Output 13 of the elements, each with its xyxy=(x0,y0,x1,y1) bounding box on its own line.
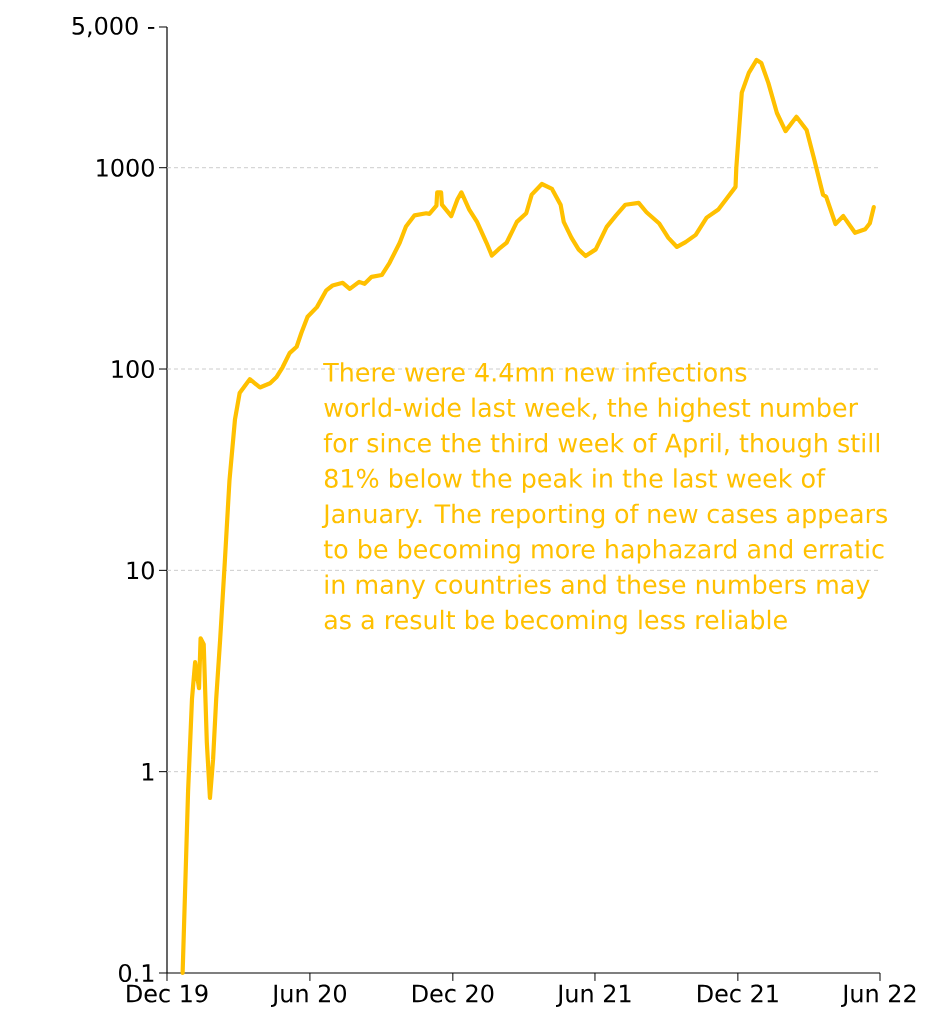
annotation: There were 4.4mn new infections world-wide last week, the highest number for since the third week of April, though still 81% below the peak in the last week of January. The reporting of new cases appears to be becoming more haphazard and erratic in many countries and these numbers may as a result be becoming less reliable xyxy=(321,362,888,635)
x-tick-label: Dec 20 xyxy=(413,984,494,1003)
y-tick-label: 1 xyxy=(142,762,154,781)
x-tick-label: Jun 22 xyxy=(841,984,916,1007)
y-tick-label: 10 xyxy=(127,561,154,580)
x-tick-label: Dec 19 xyxy=(127,984,208,1003)
y-tick-label: 5,000 - xyxy=(72,16,155,38)
x-tick-label: Dec 21 xyxy=(698,984,778,1003)
y-tick-label: 1000 xyxy=(97,158,154,177)
x-tick-label: Jun 20 xyxy=(270,984,346,1007)
y-tick-label: 0.1 xyxy=(119,963,154,983)
x-tick-label: Jun 21 xyxy=(556,984,631,1007)
y-tick-label: 100 xyxy=(112,359,154,379)
